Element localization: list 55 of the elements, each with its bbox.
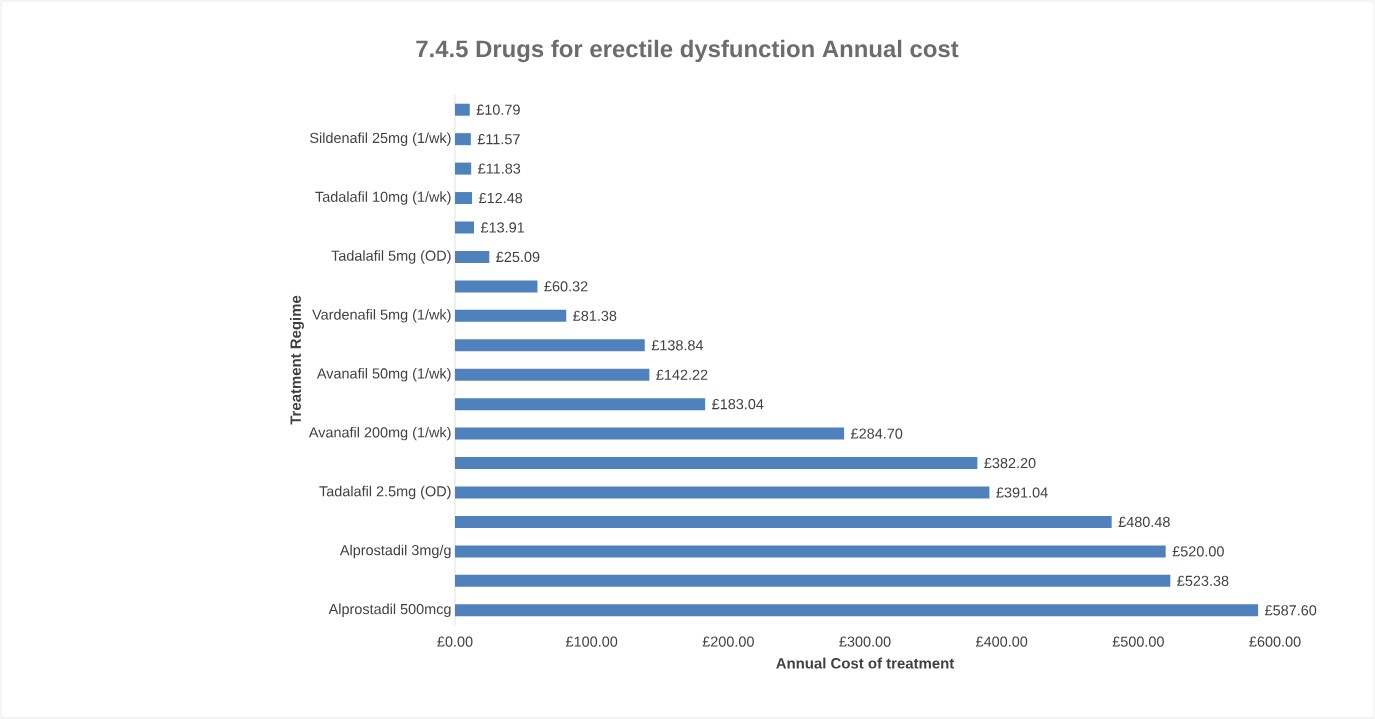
bar xyxy=(455,221,475,234)
bar xyxy=(455,427,845,440)
y-tick-label: Vardenafil 5mg (1/wk) xyxy=(312,309,451,323)
data-label: £12.48 xyxy=(478,192,523,204)
data-label: £13.91 xyxy=(480,222,525,233)
bar xyxy=(455,309,567,322)
x-tick-label: £100.00 xyxy=(565,636,618,647)
bar xyxy=(455,486,990,499)
bar xyxy=(455,545,1166,558)
data-label: £523.38 xyxy=(1177,575,1229,586)
bar xyxy=(455,192,473,205)
data-label: £382.20 xyxy=(984,457,1036,469)
data-label: £520.00 xyxy=(1172,546,1224,557)
data-label: £183.04 xyxy=(712,399,764,410)
y-tick-label: Sildenafil 25mg (1/wk) xyxy=(310,132,451,146)
data-label: £60.32 xyxy=(544,281,588,292)
data-label: £11.83 xyxy=(478,163,521,174)
y-tick-label: Alprostadil 500mcg xyxy=(328,603,451,618)
data-label: £284.70 xyxy=(851,428,903,439)
data-label: £142.22 xyxy=(656,369,708,380)
y-tick-label: Tadalafil 2.5mg (OD) xyxy=(319,485,451,500)
x-tick-label: £300.00 xyxy=(839,636,891,647)
y-tick-label: Alprostadil 3mg/g xyxy=(339,544,451,559)
data-label: £138.84 xyxy=(651,340,704,351)
x-tick-label: £400.00 xyxy=(975,636,1028,647)
y-axis-title: Treatment Regime xyxy=(290,295,304,425)
bar xyxy=(455,280,538,293)
bar xyxy=(455,339,645,352)
y-tick-label: Tadalafil 5mg (OD) xyxy=(331,250,451,264)
bar xyxy=(455,103,470,116)
data-label: £391.04 xyxy=(996,487,1048,498)
chart-title: 7.4.5 Drugs for erectile dysfunction Annual cost xyxy=(416,39,959,63)
x-tick-label: £0.00 xyxy=(437,636,473,647)
bar xyxy=(455,604,1259,617)
x-tick-label: £200.00 xyxy=(702,636,754,647)
data-label: £587.60 xyxy=(1265,605,1317,616)
y-tick-label: Tadalafil 10mg (1/wk) xyxy=(315,191,451,205)
data-label: £25.09 xyxy=(496,251,540,263)
bar xyxy=(455,515,1112,528)
y-tick-label: Avanafil 200mg (1/wk) xyxy=(308,426,451,441)
x-axis-title: Annual Cost of treatment xyxy=(776,657,955,669)
bar xyxy=(455,162,472,175)
data-label: £11.57 xyxy=(477,134,520,145)
bar xyxy=(455,250,490,263)
y-tick-label: Avanafil 50mg (1/wk) xyxy=(316,367,451,382)
data-label: £81.38 xyxy=(573,310,617,321)
x-tick-label: £500.00 xyxy=(1112,636,1164,647)
bar xyxy=(455,398,706,411)
bar xyxy=(455,368,650,381)
bar xyxy=(455,133,471,146)
data-label: £480.48 xyxy=(1118,516,1170,528)
x-tick-label: £600.00 xyxy=(1249,636,1301,647)
bar xyxy=(455,457,978,470)
bar xyxy=(455,574,1171,587)
data-label: £10.79 xyxy=(476,104,520,115)
